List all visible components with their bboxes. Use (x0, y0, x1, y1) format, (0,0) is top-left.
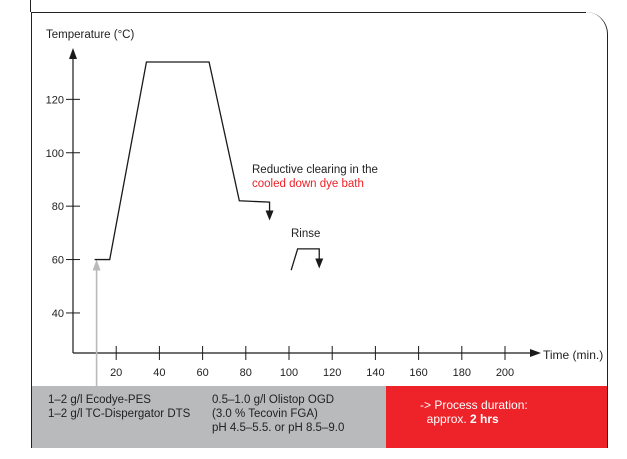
chemical-line: (3.0 % Tecovin FGA) (212, 408, 318, 420)
y-axis-arrow (69, 48, 77, 59)
footer: 1–2 g/l Ecodye-PES 1–2 g/l TC-Dispergato… (32, 386, 607, 434)
footer-col1: 1–2 g/l Ecodye-PES 1–2 g/l TC-Dispergato… (48, 393, 190, 421)
series-end-arrow (315, 258, 324, 269)
duration-heading: -> Process duration: (420, 398, 528, 412)
series (92, 61, 324, 398)
clearing-annotation-line1: Reductive clearing in the (252, 164, 378, 176)
series-line (94, 61, 271, 261)
x-tick-label: 160 (409, 367, 427, 379)
y-axis-label: Temperature (°C) (46, 29, 134, 41)
ticks: 20 40 60 80 100 120 140 160 180 200 40 60 80 100 120 (46, 94, 515, 379)
chemical-line: 1–2 g/l Ecodye-PES (48, 394, 151, 406)
duration-prefix: approx. (426, 412, 471, 426)
x-axis-arrow (530, 349, 541, 357)
x-tick-label: 20 (110, 367, 122, 379)
frame-top-line (31, 12, 586, 13)
x-tick-label: 100 (280, 367, 298, 379)
duration-value-line: approx. 2 hrs (420, 412, 528, 426)
x-tick-label: 120 (323, 367, 341, 379)
y-tick-label: 60 (52, 255, 64, 267)
x-tick-label: 40 (153, 367, 165, 379)
y-tick-label: 80 (52, 201, 64, 213)
series-line (290, 248, 320, 271)
ph-line: pH 4.5–5.5. or pH 8.5–9.0 (212, 422, 345, 434)
duration-value: 2 hrs (470, 412, 499, 426)
annotations: Temperature (°C) Time (min.) Reductive c… (46, 29, 603, 362)
x-tick-label: 180 (453, 367, 471, 379)
start-arrow-head (92, 259, 101, 271)
clearing-annotation-line2: cooled down dye bath (252, 178, 364, 190)
footer-bottom-strip-accent (386, 434, 607, 448)
y-tick-label: 100 (46, 148, 64, 160)
footer-chemicals: 1–2 g/l Ecodye-PES 1–2 g/l TC-Dispergato… (32, 386, 386, 434)
series-end-arrow (265, 210, 274, 221)
axes (69, 48, 541, 357)
footer-duration: -> Process duration: approx. 2 hrs (386, 386, 607, 434)
y-tick-label: 40 (52, 308, 64, 320)
x-tick-label: 60 (196, 367, 208, 379)
x-tick-label: 80 (240, 367, 252, 379)
footer-col2: 0.5–1.0 g/l Olistop OGD (3.0 % Tecovin F… (212, 393, 344, 435)
rinse-annotation: Rinse (291, 228, 320, 240)
y-tick-label: 120 (46, 94, 64, 106)
chemical-line: 1–2 g/l TC-Dispergator DTS (48, 408, 191, 420)
chemical-line: 0.5–1.0 g/l Olistop OGD (212, 394, 335, 406)
x-axis-label: Time (min.) (543, 348, 603, 362)
x-tick-label: 140 (366, 367, 384, 379)
frame-top-stub (30, 0, 31, 12)
chart-card (31, 12, 608, 448)
x-tick-label: 200 (496, 367, 514, 379)
